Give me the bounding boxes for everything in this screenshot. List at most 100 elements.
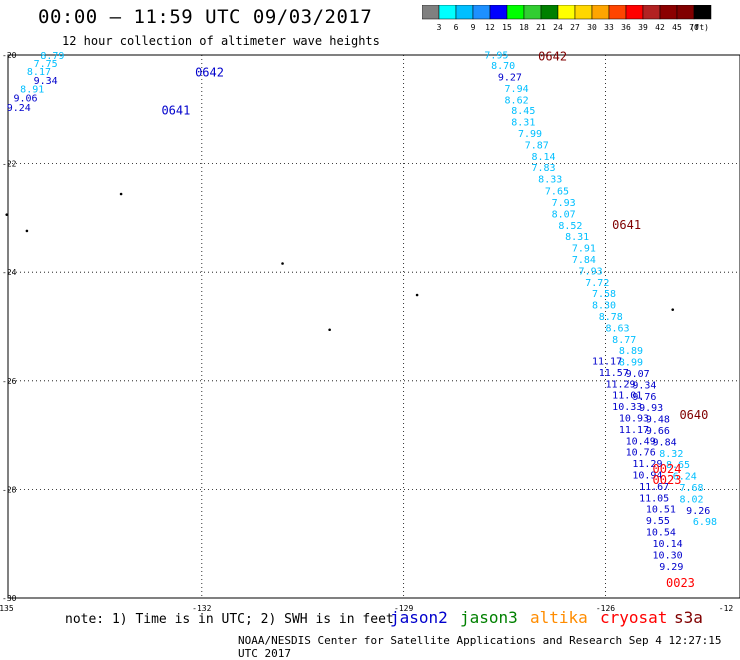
wave-height-reading: 8.02 bbox=[679, 494, 703, 505]
satellite-label-jason3: jason3 bbox=[460, 608, 518, 627]
wave-height-reading: 7.91 bbox=[572, 244, 596, 255]
wave-height-reading: 8.32 bbox=[659, 449, 683, 460]
y-axis-label: -28 bbox=[2, 485, 17, 494]
wave-height-reading: 8.31 bbox=[511, 118, 535, 129]
pass-time-label: 0023 bbox=[666, 576, 695, 590]
wave-height-reading: 8.33 bbox=[538, 175, 562, 186]
wave-height-reading: 10.30 bbox=[653, 550, 683, 561]
island-marker bbox=[415, 293, 419, 297]
wave-height-reading: 8.17 bbox=[27, 67, 51, 78]
legend-tick-label: 3 bbox=[437, 23, 442, 32]
wave-height-reading: 8.07 bbox=[552, 209, 576, 220]
wave-height-reading: 10.54 bbox=[646, 528, 676, 539]
wave-height-reading: 9.26 bbox=[686, 506, 710, 517]
map-subtitle: 12 hour collection of altimeter wave hei… bbox=[62, 34, 380, 48]
footnote: note: 1) Time is in UTC; 2) SWH is in fe… bbox=[65, 612, 394, 627]
legend-tick-label: 18 bbox=[519, 23, 529, 32]
pass-time-label: 0023 bbox=[653, 473, 682, 487]
wave-height-reading: 9.07 bbox=[626, 369, 650, 380]
legend-tick-label: 24 bbox=[553, 23, 563, 32]
wave-height-reading: 8.30 bbox=[592, 301, 616, 312]
wave-height-reading: 7.94 bbox=[505, 84, 529, 95]
wave-height-reading: 9.34 bbox=[632, 380, 656, 391]
wave-height-reading: 8.31 bbox=[565, 232, 589, 243]
wave-height-reading: 11.29 bbox=[605, 379, 635, 390]
wave-height-reading: 9.34 bbox=[34, 76, 58, 87]
wave-height-reading: 8.78 bbox=[599, 312, 623, 323]
wave-height-reading: 7.87 bbox=[525, 140, 549, 151]
satellite-label-cryosat: cryosat bbox=[600, 608, 668, 627]
legend-tick-label: 9 bbox=[471, 23, 476, 32]
wave-height-reading: 8.62 bbox=[505, 95, 529, 106]
x-axis-label: -129 bbox=[394, 604, 413, 613]
satellite-label-jason2: jason2 bbox=[390, 608, 448, 627]
wave-height-reading: 7.93 bbox=[579, 266, 603, 277]
wave-height-reading: 8.63 bbox=[605, 323, 629, 334]
pass-time-label: 0642 bbox=[538, 49, 567, 63]
wave-height-reading: 8.45 bbox=[511, 106, 535, 117]
legend-tick-label: 36 bbox=[621, 23, 631, 32]
wave-height-reading: 8.89 bbox=[619, 346, 643, 357]
wave-height-reading: 7.65 bbox=[545, 187, 569, 198]
legend-tick-label: 45 bbox=[672, 23, 682, 32]
wave-height-reading: 9.29 bbox=[659, 562, 683, 573]
wave-height-reading: 11.57 bbox=[599, 368, 629, 379]
wave-height-reading: 7.83 bbox=[531, 163, 555, 174]
legend-tick-label: 70 bbox=[689, 23, 699, 32]
wave-height-color-legend: 3 6 9 12 15 18 21 24 27 30 33 36 39 42 45 70(ft) bbox=[422, 5, 712, 32]
wave-height-reading: 9.55 bbox=[646, 516, 670, 527]
wave-height-reading: 10.49 bbox=[626, 436, 656, 447]
y-axis-label: -24 bbox=[2, 268, 17, 277]
wave-height-reading: 8.79 bbox=[40, 51, 64, 62]
map-frame bbox=[7, 54, 740, 599]
wave-height-reading: 10.33 bbox=[612, 402, 642, 413]
wave-height-reading: 10.51 bbox=[646, 505, 676, 516]
wave-height-reading: 11.29 bbox=[632, 459, 662, 470]
wave-height-reading: 11.05 bbox=[639, 493, 669, 504]
pass-time-label: 0640 bbox=[679, 408, 708, 422]
wave-height-reading: 7.75 bbox=[34, 59, 58, 70]
pass-time-label: 0641 bbox=[612, 218, 641, 232]
pass-time-label: 0642 bbox=[195, 66, 224, 80]
wave-height-reading: 10.94 bbox=[632, 471, 662, 482]
wave-height-reading: 8.65 bbox=[666, 460, 690, 471]
wave-height-reading: 7.68 bbox=[679, 483, 703, 494]
wave-height-reading: 7.72 bbox=[585, 278, 609, 289]
pass-time-label: 0024 bbox=[653, 462, 682, 476]
wave-height-reading: 11.01 bbox=[612, 391, 642, 402]
wave-height-reading: 9.76 bbox=[632, 392, 656, 403]
wave-height-reading: 6.24 bbox=[673, 472, 697, 483]
legend-tick-label: 12 bbox=[485, 23, 495, 32]
island-marker bbox=[281, 262, 284, 265]
wave-height-reading: 9.48 bbox=[646, 415, 670, 426]
legend-tick-label: 21 bbox=[536, 23, 546, 32]
y-axis-label: -26 bbox=[2, 377, 17, 386]
wave-height-reading: 10.93 bbox=[619, 414, 649, 425]
wave-height-reading: 10.14 bbox=[653, 539, 683, 550]
wave-height-reading: 7.99 bbox=[518, 129, 542, 140]
legend-tick-label: 42 bbox=[655, 23, 665, 32]
wave-height-reading: 8.91 bbox=[20, 84, 44, 95]
wave-height-reading: 11.17 bbox=[619, 425, 649, 436]
island-marker bbox=[119, 192, 123, 196]
x-axis-label: -12 bbox=[719, 604, 734, 613]
credit-line: NOAA/NESDIS Center for Satellite Applica… bbox=[238, 634, 722, 660]
wave-height-reading: 8.77 bbox=[612, 335, 636, 346]
legend-tick-label: 30 bbox=[587, 23, 597, 32]
x-axis-label: -135 bbox=[0, 604, 14, 613]
y-axis-label: -20 bbox=[2, 51, 17, 60]
wave-height-reading: 7.95 bbox=[484, 50, 508, 61]
legend-tick-label: 27 bbox=[570, 23, 580, 32]
island-marker bbox=[671, 308, 675, 311]
x-axis-label: -132 bbox=[192, 604, 211, 613]
legend-swatch bbox=[693, 5, 712, 20]
wave-height-reading: 9.27 bbox=[498, 73, 522, 84]
wave-height-reading: 9.66 bbox=[646, 426, 670, 437]
y-axis-label: -22 bbox=[2, 160, 17, 169]
wave-height-reading: 7.84 bbox=[572, 255, 596, 266]
legend-tick-label: 33 bbox=[604, 23, 614, 32]
legend-tick-label: 39 bbox=[638, 23, 648, 32]
wave-height-reading: 8.14 bbox=[531, 152, 555, 163]
wave-height-reading: 11.67 bbox=[639, 482, 669, 493]
